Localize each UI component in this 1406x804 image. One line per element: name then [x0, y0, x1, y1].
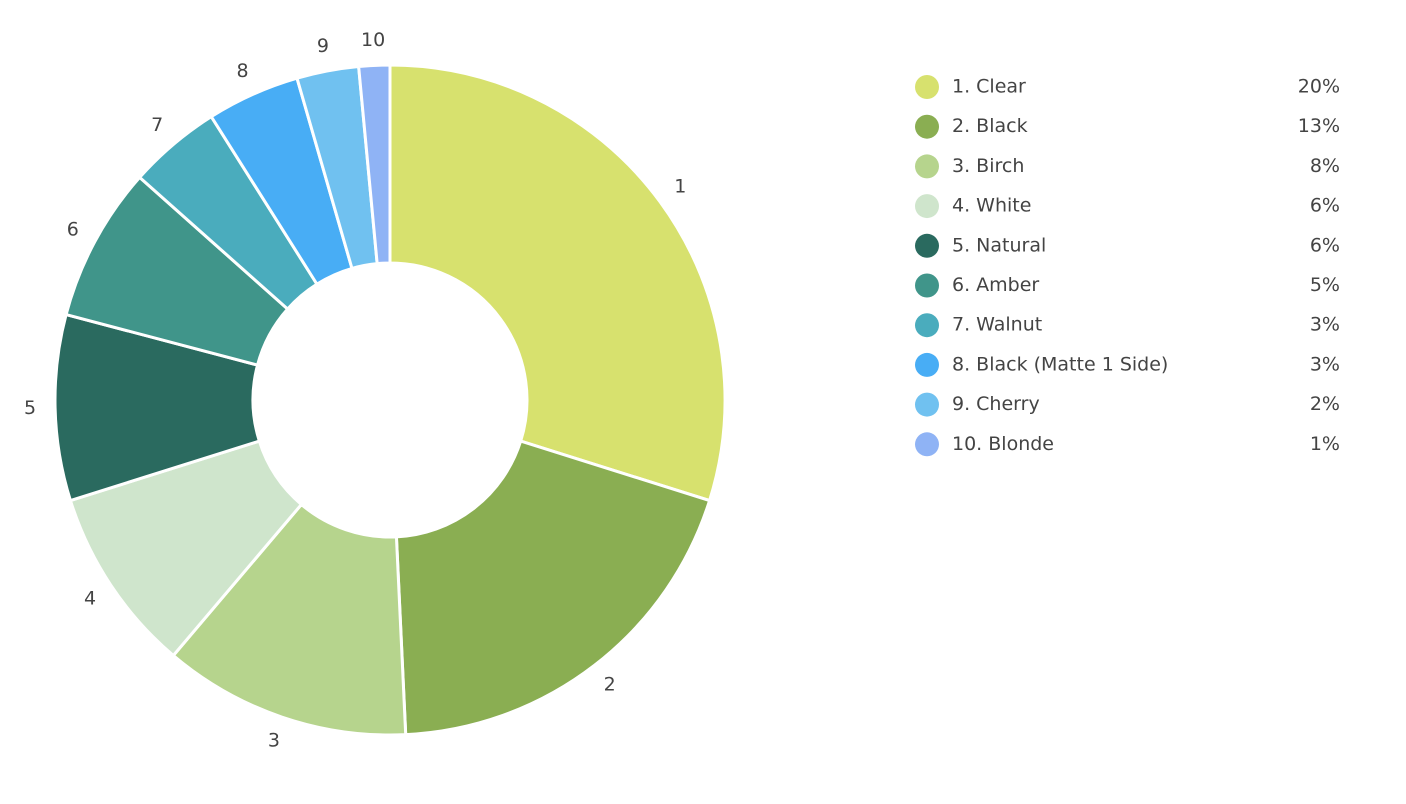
- legend-value: 1%: [1310, 433, 1340, 455]
- legend-dot: [915, 114, 939, 139]
- legend-dot: [915, 194, 939, 219]
- slice: [171, 502, 408, 737]
- slice-label: 7: [151, 114, 163, 136]
- slice-label: 2: [604, 674, 616, 696]
- legend-label: 3. Birch: [952, 155, 1024, 177]
- legend-dot: [915, 352, 939, 377]
- legend-label: 2. Black: [952, 115, 1028, 137]
- legend-label: 6. Amber: [952, 274, 1039, 296]
- legend-value: 2%: [1310, 393, 1340, 415]
- slice: [388, 63, 727, 503]
- slice: [356, 63, 392, 266]
- slice-label: 9: [317, 35, 329, 57]
- legend-label: 10. Blonde: [952, 433, 1054, 455]
- legend-label: 1. Clear: [952, 76, 1026, 98]
- legend-value: 13%: [1298, 115, 1340, 137]
- legend-value: 3%: [1310, 314, 1340, 336]
- slice: [53, 312, 262, 503]
- legend-dot: [915, 233, 939, 258]
- slice: [394, 439, 712, 737]
- slice-label: 3: [268, 729, 280, 751]
- legend-value: 8%: [1310, 155, 1340, 177]
- legend-dot: [915, 75, 939, 99]
- legend-dot: [915, 313, 939, 338]
- legend-label: 5. Natural: [952, 234, 1046, 256]
- slice-label: 4: [84, 588, 96, 610]
- legend-dot: [915, 154, 939, 179]
- legend-value: 20%: [1298, 76, 1340, 98]
- slice-label: 10: [361, 29, 385, 51]
- legend-value: 6%: [1310, 234, 1340, 256]
- legend-dot: [915, 273, 939, 298]
- legend-dot: [915, 392, 939, 417]
- legend-dot: [915, 432, 939, 457]
- slice-label: 5: [24, 397, 36, 419]
- legend-label: 4. White: [952, 195, 1031, 217]
- slice-label: 6: [67, 218, 79, 240]
- legend-label: 7. Walnut: [952, 314, 1042, 336]
- legend-value: 6%: [1310, 195, 1340, 217]
- legend-value: 3%: [1310, 353, 1340, 375]
- slice-label: 8: [237, 60, 249, 82]
- slice-label: 1: [674, 176, 686, 198]
- legend-value: 5%: [1310, 274, 1340, 296]
- legend-label: 8. Black (Matte 1 Side): [952, 353, 1168, 375]
- legend-label: 9. Cherry: [952, 393, 1040, 415]
- slice: [68, 439, 304, 658]
